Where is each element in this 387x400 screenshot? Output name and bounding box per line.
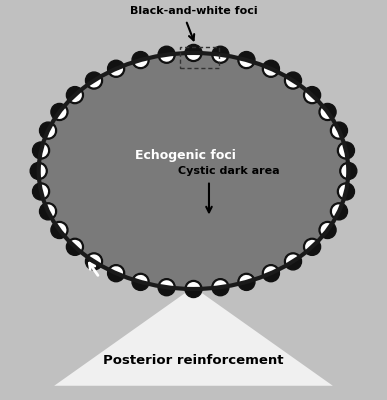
- Circle shape: [86, 72, 103, 89]
- Text: Black-and-white foci: Black-and-white foci: [130, 6, 257, 16]
- Wedge shape: [213, 54, 227, 62]
- Wedge shape: [320, 223, 332, 236]
- Wedge shape: [45, 204, 55, 218]
- Circle shape: [337, 142, 354, 159]
- Circle shape: [108, 265, 125, 282]
- Circle shape: [67, 238, 84, 255]
- Polygon shape: [54, 287, 333, 386]
- Circle shape: [330, 203, 348, 220]
- Wedge shape: [39, 144, 48, 158]
- Circle shape: [319, 222, 336, 238]
- Wedge shape: [264, 266, 277, 276]
- Text: Posterior reinforcement: Posterior reinforcement: [103, 354, 284, 367]
- Circle shape: [262, 265, 279, 282]
- Circle shape: [39, 122, 57, 139]
- Circle shape: [185, 44, 202, 62]
- Circle shape: [33, 142, 50, 159]
- Circle shape: [185, 280, 202, 298]
- Bar: [180, 47, 219, 68]
- Circle shape: [330, 122, 348, 139]
- Circle shape: [238, 273, 255, 290]
- Wedge shape: [286, 77, 299, 88]
- Wedge shape: [88, 77, 101, 88]
- Wedge shape: [305, 240, 317, 252]
- Circle shape: [303, 86, 320, 104]
- Wedge shape: [332, 124, 342, 138]
- Wedge shape: [341, 164, 348, 178]
- Circle shape: [51, 104, 68, 120]
- Text: Echogenic foci: Echogenic foci: [135, 149, 236, 162]
- Wedge shape: [305, 90, 317, 102]
- Circle shape: [303, 238, 320, 255]
- Circle shape: [284, 72, 301, 89]
- Wedge shape: [134, 58, 147, 67]
- Circle shape: [158, 46, 175, 63]
- Circle shape: [132, 52, 149, 68]
- Wedge shape: [70, 90, 82, 102]
- Circle shape: [238, 52, 255, 68]
- Circle shape: [212, 279, 229, 296]
- Wedge shape: [187, 282, 200, 289]
- Wedge shape: [213, 280, 227, 288]
- Circle shape: [158, 279, 175, 296]
- Circle shape: [340, 162, 357, 180]
- Circle shape: [67, 86, 84, 104]
- Wedge shape: [160, 280, 174, 288]
- Wedge shape: [332, 204, 342, 218]
- Wedge shape: [88, 254, 101, 265]
- Circle shape: [86, 253, 103, 270]
- Circle shape: [337, 183, 354, 200]
- Wedge shape: [110, 66, 123, 76]
- Circle shape: [262, 60, 279, 77]
- Wedge shape: [187, 53, 200, 60]
- Circle shape: [132, 273, 149, 290]
- Circle shape: [39, 203, 57, 220]
- Ellipse shape: [39, 53, 348, 289]
- Wedge shape: [55, 106, 67, 119]
- Wedge shape: [339, 144, 348, 158]
- Circle shape: [212, 46, 229, 63]
- Wedge shape: [264, 66, 277, 76]
- Circle shape: [33, 183, 50, 200]
- Wedge shape: [70, 240, 82, 252]
- Wedge shape: [134, 275, 147, 284]
- Wedge shape: [240, 58, 253, 67]
- Wedge shape: [45, 124, 55, 138]
- Wedge shape: [320, 106, 332, 119]
- Wedge shape: [39, 164, 46, 178]
- Circle shape: [30, 162, 47, 180]
- Wedge shape: [160, 54, 174, 62]
- Circle shape: [319, 104, 336, 120]
- Wedge shape: [110, 266, 123, 276]
- Text: Cystic dark area: Cystic dark area: [178, 166, 279, 176]
- Circle shape: [108, 60, 125, 77]
- Wedge shape: [339, 184, 348, 198]
- Circle shape: [284, 253, 301, 270]
- Wedge shape: [55, 223, 67, 236]
- Wedge shape: [39, 184, 48, 198]
- Wedge shape: [240, 275, 253, 284]
- Wedge shape: [286, 254, 299, 265]
- Circle shape: [51, 222, 68, 238]
